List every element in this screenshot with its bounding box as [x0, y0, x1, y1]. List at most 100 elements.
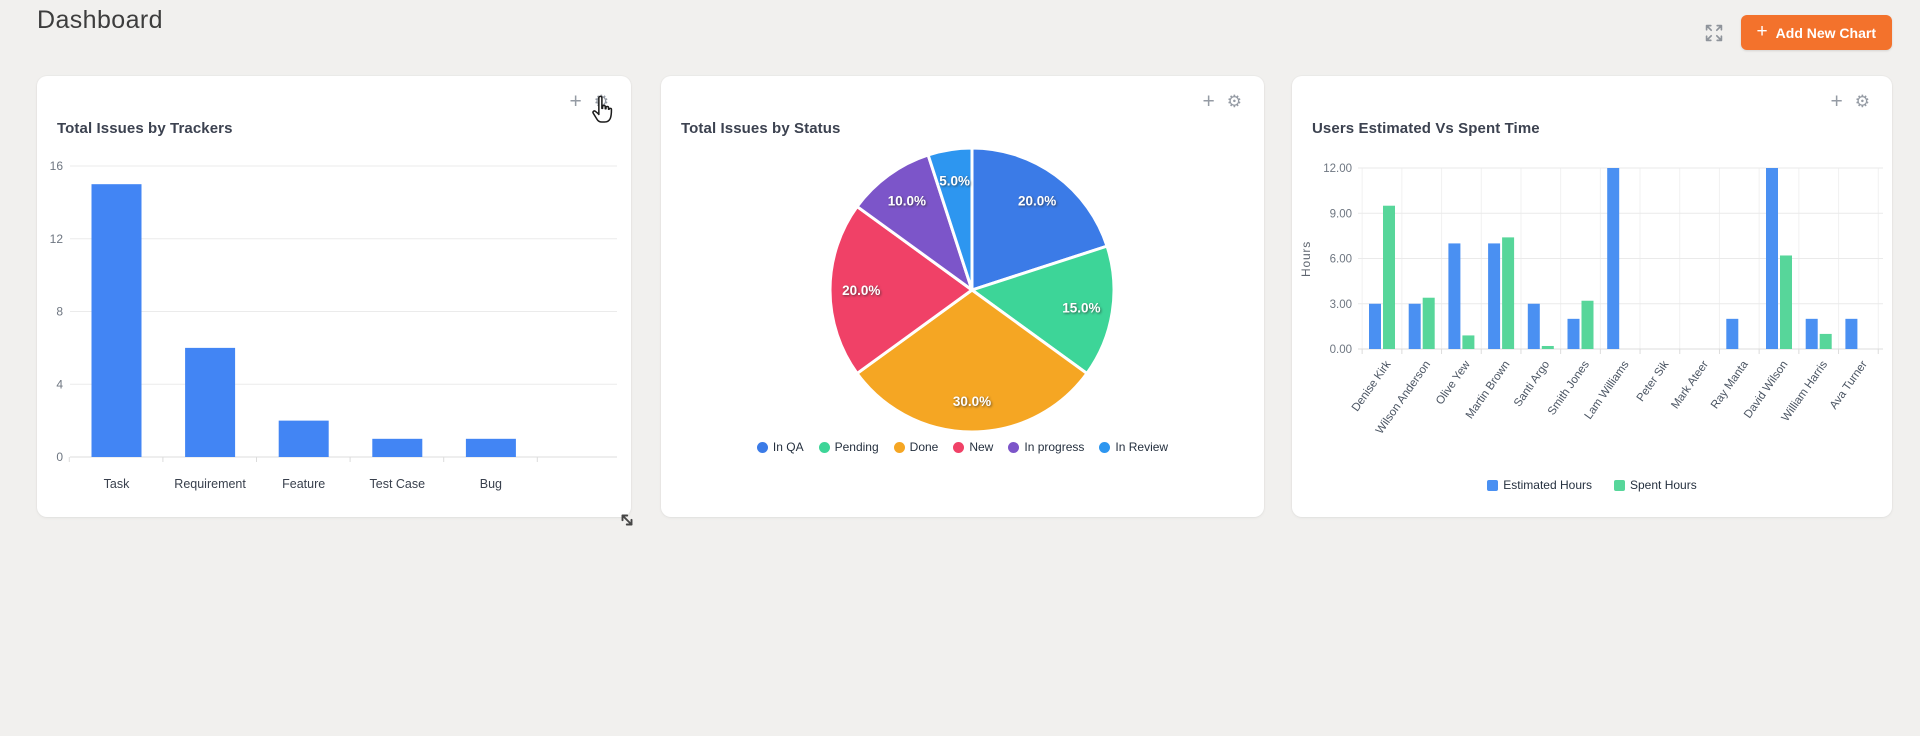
card-total-issues-by-status: + ⚙ Total Issues by Status 20.0% 15.0% 30.…: [661, 76, 1264, 517]
legend-label: In Review: [1115, 440, 1169, 454]
bar-estimated-olive-yew[interactable]: [1448, 243, 1461, 349]
legend-label: In QA: [772, 440, 804, 454]
pie-slice-label: 10.0%: [888, 193, 926, 208]
x-tick-label: Peter Sik: [1635, 359, 1672, 404]
y-tick-label: 9.00: [1330, 208, 1352, 220]
bar-task[interactable]: [91, 184, 142, 457]
legend-swatch: [1487, 479, 1499, 491]
legend-item-in-progress[interactable]: In progress: [1008, 440, 1084, 454]
legend-label: Estimated Hours: [1503, 478, 1592, 492]
pie-slice-in-progress[interactable]: [855, 153, 974, 292]
card-title: Users Estimated Vs Spent Time: [1312, 120, 1540, 137]
card-resize-handle-icon[interactable]: [618, 511, 636, 529]
y-axis-label: Hours: [1299, 241, 1313, 277]
legend-dot: [1008, 441, 1020, 453]
bar-estimated-lam-williams[interactable]: [1607, 168, 1620, 349]
legend-label: Pending: [834, 440, 879, 454]
x-tick-label: Smith Jones: [1546, 359, 1592, 418]
x-tick-label: Ray Manta: [1709, 358, 1751, 411]
y-tick-label: 8: [56, 305, 63, 319]
pie-slice-label: 20.0%: [842, 283, 880, 298]
bar-estimated-denise-kirk[interactable]: [1369, 303, 1381, 349]
bar-spent-olive-yew[interactable]: [1462, 335, 1475, 349]
legend-label: In progress: [1024, 440, 1085, 454]
y-tick-label: 6.00: [1330, 254, 1352, 266]
pie-legend: In QA Pending Done New In progress In Review: [661, 440, 1264, 454]
x-tick-label: Bug: [480, 477, 502, 491]
add-new-chart-label: Add New Chart: [1775, 24, 1876, 41]
pie-slice-done[interactable]: [855, 288, 1089, 434]
y-tick-label: 4: [56, 377, 63, 391]
x-tick-label: Olive Yew: [1434, 358, 1473, 407]
y-tick-label: 12.00: [1323, 163, 1352, 175]
x-tick-label: Feature: [282, 477, 325, 491]
y-tick-label: 0: [56, 450, 63, 464]
trackers-bar-chart: 0 4 8 12 16 Task Requirement Feature Test Case Bu…: [50, 159, 617, 491]
legend-item-estimated-hours[interactable]: Estimated Hours: [1487, 478, 1592, 492]
card-toolbar: + ⚙: [1202, 90, 1242, 113]
y-tick-label: 3.00: [1330, 299, 1352, 311]
legend-item-done[interactable]: Done: [893, 440, 939, 454]
pie-slice-label: 5.0%: [939, 174, 970, 189]
bar-feature[interactable]: [278, 420, 329, 457]
card-settings-gear-icon[interactable]: ⚙: [1854, 92, 1870, 111]
y-tick-label: 12: [50, 232, 64, 246]
pie-slice-label: 30.0%: [953, 394, 991, 409]
legend-label: Spent Hours: [1630, 478, 1697, 492]
bar-spent-david-wilson[interactable]: [1780, 255, 1792, 349]
pie-slice-new[interactable]: [828, 205, 974, 375]
bar-estimated-wilson-anderson[interactable]: [1408, 303, 1421, 349]
bar-estimated-smith-jones[interactable]: [1567, 318, 1580, 349]
legend-item-pending[interactable]: Pending: [818, 440, 879, 454]
legend-swatch: [1614, 479, 1625, 491]
x-tick-label: Denise Kirk: [1350, 359, 1394, 414]
status-pie-chart: 20.0% 15.0% 30.0% 20.0% 10.0% 5.0%: [828, 146, 1116, 434]
bar-spent-denise-kirk[interactable]: [1383, 205, 1395, 349]
bar-estimated-santi-argo[interactable]: [1527, 303, 1540, 349]
topbar-actions: + Add New Chart: [1703, 15, 1892, 50]
card-title: Total Issues by Status: [681, 120, 841, 137]
card-add-icon[interactable]: +: [1202, 90, 1215, 113]
legend-item-spent-hours[interactable]: Spent Hours: [1614, 478, 1697, 492]
card-settings-gear-icon[interactable]: ⚙: [1226, 92, 1242, 111]
bar-spent-william-harris[interactable]: [1819, 333, 1832, 349]
fullscreen-expand-icon[interactable]: [1703, 22, 1725, 44]
bar-spent-smith-jones[interactable]: [1581, 300, 1594, 349]
bar-spent-santi-argo[interactable]: [1541, 345, 1554, 349]
bar-estimated-ava-turner[interactable]: [1845, 318, 1858, 349]
bar-estimated-david-wilson[interactable]: [1766, 168, 1778, 349]
x-tick-label: Mark Ateer: [1669, 359, 1711, 412]
legend-item-in-qa[interactable]: In QA: [756, 440, 804, 454]
pie-slice-in-review[interactable]: [926, 146, 974, 292]
legend-label: New: [969, 440, 994, 454]
y-tick-label: 16: [50, 159, 64, 173]
legend-dot: [953, 441, 965, 453]
bar-spent-wilson-anderson[interactable]: [1422, 297, 1435, 349]
card-total-issues-by-trackers: + ⚙ Total Issues by Trackers 0 4 8 12 16 Task…: [37, 76, 631, 517]
bar-estimated-martin-brown[interactable]: [1488, 243, 1501, 349]
bar-estimated-william-harris[interactable]: [1805, 318, 1818, 349]
card-add-icon[interactable]: +: [1830, 90, 1843, 113]
x-tick-label: Test Case: [370, 477, 426, 491]
pie-slice-in-qa[interactable]: [970, 146, 1109, 292]
x-tick-label: Requirement: [174, 477, 246, 491]
bar-requirement[interactable]: [185, 347, 236, 457]
card-add-icon[interactable]: +: [569, 90, 582, 113]
plus-icon: +: [1756, 21, 1768, 42]
legend-item-new[interactable]: New: [953, 440, 993, 454]
y-tick-label: 0.00: [1330, 344, 1352, 356]
bar-estimated-ray-manta[interactable]: [1726, 318, 1739, 349]
bar-bug[interactable]: [465, 438, 516, 457]
bar-spent-martin-brown[interactable]: [1502, 237, 1515, 349]
legend-dot: [818, 441, 830, 453]
x-tick-label: Santi Argo: [1512, 359, 1552, 409]
bar-test-case[interactable]: [372, 438, 423, 457]
legend-label: Done: [909, 440, 939, 454]
card-title: Total Issues by Trackers: [57, 120, 233, 137]
legend-item-in-review[interactable]: In Review: [1099, 440, 1168, 454]
x-tick-label: Martin Brown: [1464, 359, 1513, 421]
pie-slice-label: 20.0%: [1018, 193, 1056, 208]
pie-slice-pending[interactable]: [970, 244, 1116, 375]
add-new-chart-button[interactable]: + Add New Chart: [1740, 15, 1892, 50]
